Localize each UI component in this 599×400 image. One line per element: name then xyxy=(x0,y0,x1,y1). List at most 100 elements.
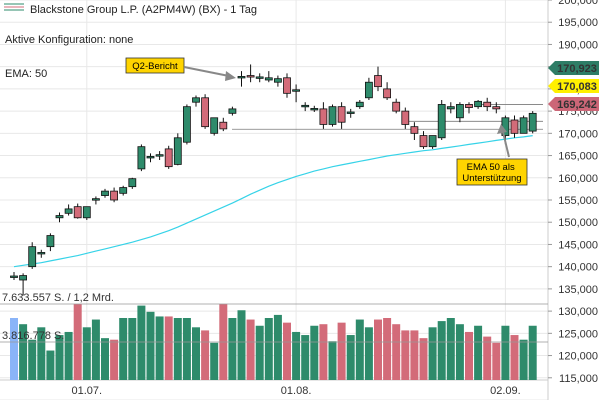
volume-bar xyxy=(273,314,282,380)
candle-body xyxy=(465,104,473,108)
candle-body xyxy=(92,198,100,201)
volume-bar xyxy=(310,325,319,380)
volume-bar xyxy=(519,339,528,380)
volume-bar xyxy=(164,316,173,380)
candle-body xyxy=(337,106,346,123)
price-badge xyxy=(555,97,599,111)
y-tick-label: 115,000 xyxy=(559,373,598,385)
candle-body xyxy=(483,101,492,108)
volume-bar xyxy=(37,327,46,380)
volume-bar xyxy=(292,331,301,380)
volume-bar xyxy=(374,319,382,380)
y-tick-label: 170,000 xyxy=(558,128,598,140)
y-tick-label: 165,000 xyxy=(558,151,598,163)
y-tick-label: 200,000 xyxy=(558,0,598,7)
volume-bar xyxy=(474,325,483,380)
candle-body xyxy=(492,106,501,110)
price-badges: 170,923 170,083 169,242 xyxy=(548,61,599,111)
candle-body xyxy=(64,208,73,214)
volume-bar xyxy=(64,331,73,380)
price-badge-label: 170,923 xyxy=(557,63,597,75)
candle-body xyxy=(119,187,128,194)
candle-body xyxy=(255,76,264,79)
candle-body xyxy=(383,88,392,99)
candle-body xyxy=(182,106,191,143)
volume-bar xyxy=(128,318,137,380)
volume-bar xyxy=(328,341,337,380)
candle-body xyxy=(210,117,219,134)
candle-body xyxy=(164,148,173,168)
candle-body xyxy=(55,215,64,219)
volume-bar xyxy=(264,318,273,380)
candle-body xyxy=(10,275,18,278)
candle-body xyxy=(310,108,319,111)
volume-bar xyxy=(101,338,109,380)
y-tick-label: 140,000 xyxy=(558,262,598,274)
candle-body xyxy=(428,135,437,148)
volume-mid-label: 3.816.778 S. xyxy=(2,330,64,342)
candle-body xyxy=(510,119,519,134)
x-tick-label: 01.08. xyxy=(281,385,312,397)
candle-body xyxy=(137,146,146,170)
annotation-q2: Q2-Bericht xyxy=(125,57,236,81)
volume-bar xyxy=(510,335,519,380)
candle-body xyxy=(19,275,28,281)
price-badge-pointer xyxy=(548,79,555,93)
y-tick-label: 150,000 xyxy=(558,217,598,229)
candle-body xyxy=(219,121,228,130)
candle-body xyxy=(128,178,137,188)
annotation-ema: EMA 50 als Unterstützung xyxy=(456,124,528,186)
candle-body xyxy=(28,246,37,268)
candle-body xyxy=(155,154,164,157)
candles xyxy=(10,64,537,296)
volume-bar xyxy=(410,330,419,380)
candle-body xyxy=(283,77,291,94)
volume-labels: 7.633.557 S. / 1,2 Mrd. 3.816.778 S. xyxy=(2,292,114,342)
y-axis-labels: 115,000 120,000 125,000 130,000 135,000 140,0… xyxy=(548,0,598,385)
candle-body xyxy=(374,75,382,88)
candle-body xyxy=(301,104,310,108)
x-tick-label: 02.09. xyxy=(490,385,521,397)
candle-body xyxy=(346,111,355,114)
candle-body xyxy=(192,97,200,103)
candle-body xyxy=(101,190,109,196)
price-badge-label: 169,242 xyxy=(557,99,597,111)
volume-bar xyxy=(401,330,410,380)
candle-body xyxy=(319,108,328,125)
volume-bar xyxy=(465,331,473,380)
volume-bar xyxy=(355,319,364,380)
volume-bar xyxy=(337,322,346,380)
volume-bar xyxy=(346,335,355,380)
candle-body xyxy=(273,78,282,83)
volume-bar xyxy=(182,318,191,380)
volume-bar xyxy=(383,318,392,380)
volume-bar xyxy=(110,339,119,380)
volume-bar xyxy=(255,325,264,380)
price-badge-pointer xyxy=(548,97,555,111)
volume-bar xyxy=(237,310,246,380)
volume-bar xyxy=(437,321,446,380)
volume-bar xyxy=(301,335,310,380)
candle-body xyxy=(519,117,528,134)
x-axis-labels: 01.07. 01.08. 02.09. xyxy=(72,385,521,397)
candle-body xyxy=(446,106,455,110)
candle-body xyxy=(401,110,410,125)
price-badge-label: 170,083 xyxy=(557,81,597,93)
volume-bar xyxy=(201,330,210,380)
volume-bar xyxy=(82,327,91,380)
y-tick-label: 135,000 xyxy=(558,284,598,296)
candle-body xyxy=(355,101,364,108)
price-badge-pointer xyxy=(548,61,555,75)
volume-bar xyxy=(55,335,64,380)
y-tick-label: 145,000 xyxy=(558,239,598,251)
volume-bar xyxy=(137,305,146,380)
volume-bar xyxy=(46,350,55,380)
volume-bar xyxy=(19,324,28,380)
candle-body xyxy=(264,77,273,81)
y-tick-label: 195,000 xyxy=(558,17,598,29)
volume-bar xyxy=(283,322,291,380)
volume-bar xyxy=(173,318,182,380)
volume-bar xyxy=(419,338,428,380)
volume-bar xyxy=(192,327,200,380)
